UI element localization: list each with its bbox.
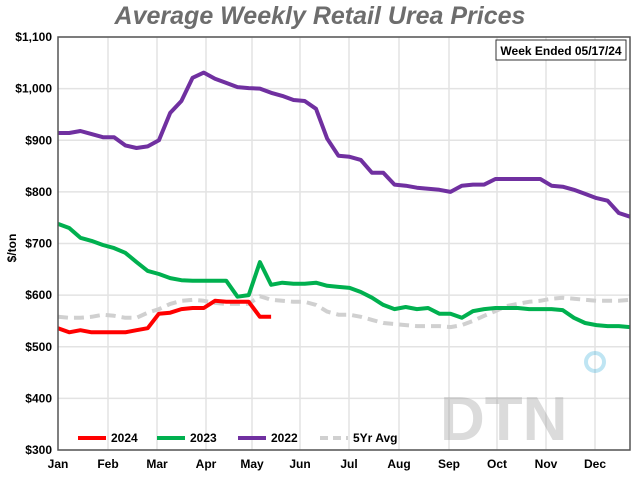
y-tick-label: $600: [25, 288, 52, 302]
x-tick-label: Jan: [48, 457, 69, 471]
y-axis-label: $/ton: [5, 234, 19, 263]
x-tick-label: Oct: [487, 457, 507, 471]
series-line-5yr-avg: [57, 294, 631, 330]
plot-frame: [57, 36, 631, 451]
legend-label: 2022: [271, 431, 298, 445]
chart-title: Average Weekly Retail Urea Prices: [114, 2, 526, 30]
y-tick-label: $300: [25, 443, 52, 457]
week-ended-label: Week Ended 05/17/24: [500, 44, 622, 58]
series-line-2024: [57, 298, 272, 335]
dtn-logo-dot: [584, 351, 606, 373]
week-ended-box: [495, 39, 627, 61]
y-tick-label: $900: [25, 133, 52, 147]
y-tick-label: $800: [25, 185, 52, 199]
series-line-2023: [57, 222, 631, 330]
y-tick-label: $1,000: [15, 82, 52, 96]
x-tick-label: Mar: [146, 457, 168, 471]
legend-label: 2024: [111, 431, 138, 445]
dtn-logo-text: DTN: [440, 385, 567, 454]
legend-label: 2023: [190, 431, 217, 445]
x-tick-label: Feb: [97, 457, 118, 471]
y-tick-label: $1,100: [15, 30, 52, 44]
x-tick-label: Aug: [387, 457, 410, 471]
x-tick-label: Apr: [196, 457, 217, 471]
series-line-2022: [58, 70, 631, 219]
x-tick-label: Sep: [438, 457, 460, 471]
y-tick-label: $400: [25, 391, 52, 405]
legend: 2024 2023 2022 5Yr Avg: [78, 431, 397, 445]
x-tick-label: Jun: [289, 457, 310, 471]
x-tick-label: Nov: [535, 457, 558, 471]
y-tick-label: $500: [25, 340, 52, 354]
legend-label: 5Yr Avg: [353, 431, 397, 445]
dtn-logo-watermark: DTN: [440, 351, 606, 454]
y-tick-label: $700: [25, 237, 52, 251]
x-tick-label: Dec: [584, 457, 606, 471]
x-tick-label: Jul: [340, 457, 357, 471]
x-tick-label: May: [240, 457, 264, 471]
